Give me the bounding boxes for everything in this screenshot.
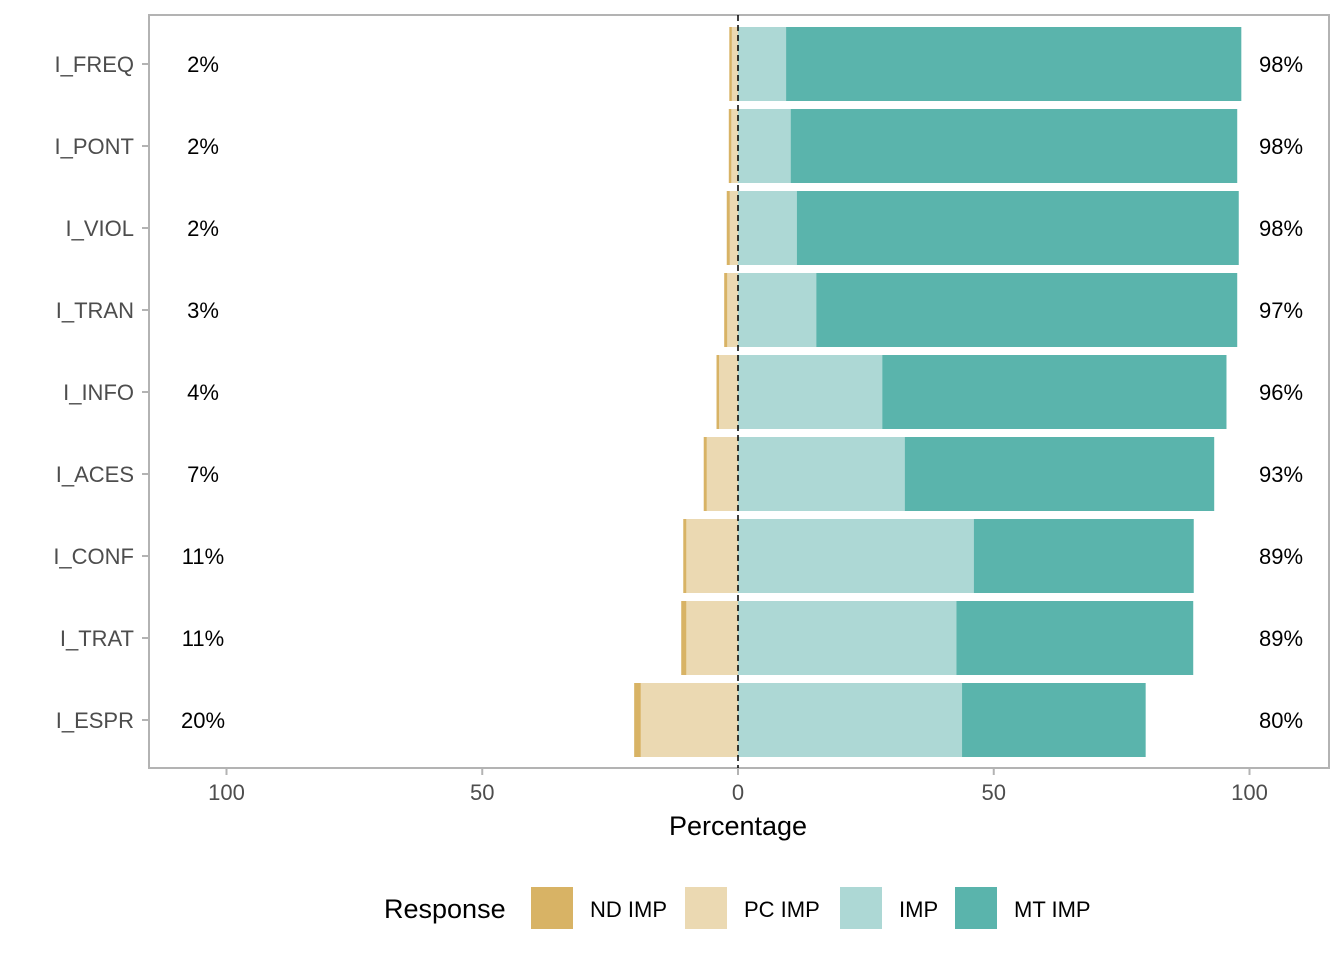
right-percent-label: 80% xyxy=(1259,708,1303,733)
x-tick-label: 50 xyxy=(470,780,494,805)
y-tick-label: I_FREQ xyxy=(55,52,134,77)
bar-imp-i_tran xyxy=(738,273,817,347)
legend-title: Response xyxy=(384,894,506,924)
bar-nd-imp-i_tran xyxy=(724,273,728,347)
bar-nd-imp-i_espr xyxy=(634,683,641,757)
right-percent-label: 98% xyxy=(1259,216,1303,241)
y-tick-label: I_ESPR xyxy=(56,708,134,733)
bar-pc-imp-i_tran xyxy=(727,273,738,347)
bar-pc-imp-i_aces xyxy=(706,437,738,511)
bar-imp-i_viol xyxy=(738,191,797,265)
bar-nd-imp-i_trat xyxy=(681,601,687,675)
bar-mt-imp-i_viol xyxy=(796,191,1239,265)
bar-imp-i_pont xyxy=(738,109,791,183)
legend-label: ND IMP xyxy=(590,897,667,922)
left-percent-label: 2% xyxy=(187,52,219,77)
bar-nd-imp-i_viol xyxy=(726,191,730,265)
bar-mt-imp-i_trat xyxy=(956,601,1194,675)
bar-mt-imp-i_freq xyxy=(786,27,1242,101)
y-tick-label: I_TRAN xyxy=(56,298,134,323)
bar-mt-imp-i_conf xyxy=(973,519,1194,593)
y-tick-label: I_CONF xyxy=(53,544,134,569)
left-percent-label: 2% xyxy=(187,216,219,241)
y-tick-label: I_ACES xyxy=(56,462,134,487)
bar-mt-imp-i_aces xyxy=(904,437,1215,511)
bar-nd-imp-i_aces xyxy=(703,437,707,511)
bar-imp-i_aces xyxy=(738,437,905,511)
right-percent-label: 89% xyxy=(1259,544,1303,569)
left-percent-label: 7% xyxy=(187,462,219,487)
bar-mt-imp-i_tran xyxy=(816,273,1238,347)
y-tick-label: I_INFO xyxy=(63,380,134,405)
left-percent-label: 2% xyxy=(187,134,219,159)
bar-pc-imp-i_pont xyxy=(731,109,738,183)
legend-key-pc-imp xyxy=(685,887,727,929)
bar-pc-imp-i_espr xyxy=(640,683,738,757)
legend-key-mt-imp xyxy=(955,887,997,929)
legend-label: MT IMP xyxy=(1014,897,1091,922)
bar-nd-imp-i_info xyxy=(716,355,720,429)
bar-imp-i_freq xyxy=(738,27,787,101)
left-percent-label: 4% xyxy=(187,380,219,405)
legend-label: IMP xyxy=(899,897,938,922)
legend-key-nd-imp xyxy=(531,887,573,929)
bar-nd-imp-i_conf xyxy=(683,519,687,593)
bar-pc-imp-i_freq xyxy=(731,27,738,101)
legend-label: PC IMP xyxy=(744,897,820,922)
x-tick-label: 100 xyxy=(1231,780,1268,805)
x-tick-label: 50 xyxy=(982,780,1006,805)
bar-imp-i_trat xyxy=(738,601,957,675)
bar-imp-i_espr xyxy=(738,683,963,757)
right-percent-label: 98% xyxy=(1259,134,1303,159)
left-percent-label: 3% xyxy=(187,298,219,323)
bar-pc-imp-i_viol xyxy=(729,191,738,265)
bar-pc-imp-i_trat xyxy=(686,601,738,675)
bar-nd-imp-i_pont xyxy=(728,109,732,183)
left-percent-label: 11% xyxy=(182,544,224,569)
bar-mt-imp-i_info xyxy=(882,355,1227,429)
bar-pc-imp-i_conf xyxy=(686,519,738,593)
bar-pc-imp-i_info xyxy=(719,355,738,429)
bar-imp-i_info xyxy=(738,355,883,429)
bar-mt-imp-i_pont xyxy=(790,109,1238,183)
right-percent-label: 93% xyxy=(1259,462,1303,487)
right-percent-label: 97% xyxy=(1259,298,1303,323)
y-tick-label: I_PONT xyxy=(55,134,134,159)
right-percent-label: 89% xyxy=(1259,626,1303,651)
x-axis-title: Percentage xyxy=(669,811,807,841)
left-percent-label: 20% xyxy=(181,708,225,733)
bar-imp-i_conf xyxy=(738,519,974,593)
x-tick-label: 100 xyxy=(208,780,245,805)
x-tick-label: 0 xyxy=(732,780,744,805)
right-percent-label: 96% xyxy=(1259,380,1303,405)
left-percent-label: 11% xyxy=(182,626,224,651)
legend-key-imp xyxy=(840,887,882,929)
y-tick-label: I_TRAT xyxy=(60,626,134,651)
right-percent-label: 98% xyxy=(1259,52,1303,77)
bar-nd-imp-i_freq xyxy=(729,27,732,101)
bar-mt-imp-i_espr xyxy=(962,683,1146,757)
y-tick-label: I_VIOL xyxy=(66,216,134,241)
